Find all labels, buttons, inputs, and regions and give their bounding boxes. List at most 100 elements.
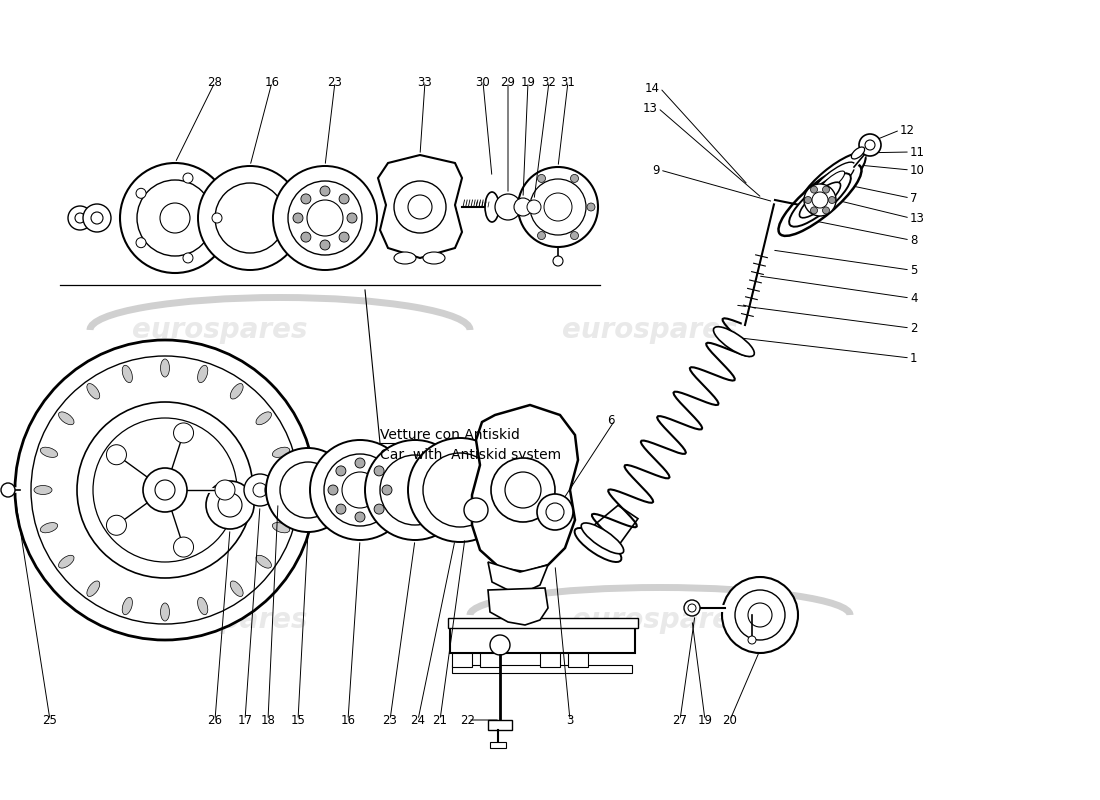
Text: 26: 26 bbox=[208, 714, 222, 726]
Circle shape bbox=[544, 193, 572, 221]
Circle shape bbox=[684, 600, 700, 616]
Text: 19: 19 bbox=[520, 75, 536, 89]
Circle shape bbox=[538, 231, 546, 239]
Circle shape bbox=[301, 232, 311, 242]
Circle shape bbox=[342, 472, 378, 508]
Circle shape bbox=[138, 180, 213, 256]
Text: 33: 33 bbox=[418, 75, 432, 89]
Ellipse shape bbox=[58, 555, 74, 568]
Circle shape bbox=[293, 213, 303, 223]
Circle shape bbox=[120, 163, 230, 273]
Text: 32: 32 bbox=[541, 75, 557, 89]
Circle shape bbox=[804, 197, 812, 203]
Circle shape bbox=[339, 232, 349, 242]
Circle shape bbox=[266, 448, 350, 532]
Circle shape bbox=[91, 212, 103, 224]
Polygon shape bbox=[488, 562, 548, 592]
Circle shape bbox=[374, 504, 384, 514]
Circle shape bbox=[155, 480, 175, 500]
Circle shape bbox=[408, 195, 432, 219]
Circle shape bbox=[307, 200, 343, 236]
Circle shape bbox=[15, 340, 315, 640]
Circle shape bbox=[77, 402, 253, 578]
Circle shape bbox=[495, 194, 521, 220]
Circle shape bbox=[722, 577, 798, 653]
Circle shape bbox=[828, 197, 836, 203]
Circle shape bbox=[320, 240, 330, 250]
Ellipse shape bbox=[122, 366, 132, 382]
Circle shape bbox=[865, 140, 874, 150]
Circle shape bbox=[355, 512, 365, 522]
Text: 11: 11 bbox=[910, 146, 925, 158]
Text: 25: 25 bbox=[43, 714, 57, 726]
Circle shape bbox=[355, 458, 365, 468]
Circle shape bbox=[288, 181, 362, 255]
Circle shape bbox=[75, 213, 85, 223]
Circle shape bbox=[537, 494, 573, 530]
Bar bbox=[452, 653, 472, 667]
Circle shape bbox=[464, 498, 488, 522]
Bar bbox=[568, 653, 588, 667]
Bar bbox=[490, 742, 506, 748]
Circle shape bbox=[328, 485, 338, 495]
Circle shape bbox=[107, 515, 126, 535]
Text: 23: 23 bbox=[328, 75, 342, 89]
Circle shape bbox=[374, 466, 384, 476]
Ellipse shape bbox=[198, 598, 208, 614]
Ellipse shape bbox=[256, 555, 272, 568]
Text: 23: 23 bbox=[383, 714, 397, 726]
Text: 3: 3 bbox=[566, 714, 574, 726]
Text: eurospares: eurospares bbox=[132, 606, 308, 634]
Circle shape bbox=[859, 134, 881, 156]
Circle shape bbox=[490, 635, 510, 655]
Text: 16: 16 bbox=[341, 714, 355, 726]
Text: Car  with  Antiskid system: Car with Antiskid system bbox=[379, 448, 561, 462]
Circle shape bbox=[82, 204, 111, 232]
Text: 7: 7 bbox=[910, 191, 917, 205]
Circle shape bbox=[527, 200, 541, 214]
Circle shape bbox=[748, 603, 772, 627]
Ellipse shape bbox=[851, 147, 865, 159]
Circle shape bbox=[514, 198, 532, 216]
Text: 12: 12 bbox=[900, 123, 915, 137]
Circle shape bbox=[688, 604, 696, 612]
Circle shape bbox=[812, 192, 828, 208]
Circle shape bbox=[273, 166, 377, 270]
Ellipse shape bbox=[34, 486, 52, 494]
Circle shape bbox=[183, 253, 192, 263]
Circle shape bbox=[1, 483, 15, 497]
Circle shape bbox=[521, 203, 529, 211]
Text: 28: 28 bbox=[208, 75, 222, 89]
Circle shape bbox=[324, 454, 396, 526]
Text: 4: 4 bbox=[910, 291, 917, 305]
Circle shape bbox=[538, 174, 546, 182]
Circle shape bbox=[183, 173, 192, 183]
Text: 2: 2 bbox=[910, 322, 917, 334]
Circle shape bbox=[530, 179, 586, 235]
Circle shape bbox=[811, 207, 817, 214]
Text: 19: 19 bbox=[697, 714, 713, 726]
Text: 30: 30 bbox=[475, 75, 491, 89]
Circle shape bbox=[571, 231, 579, 239]
Circle shape bbox=[394, 181, 446, 233]
Circle shape bbox=[823, 186, 829, 193]
Circle shape bbox=[160, 203, 190, 233]
Bar bbox=[480, 653, 501, 667]
Circle shape bbox=[336, 466, 345, 476]
Text: 14: 14 bbox=[645, 82, 660, 94]
Ellipse shape bbox=[230, 581, 243, 597]
Circle shape bbox=[31, 356, 299, 624]
Text: 31: 31 bbox=[561, 75, 575, 89]
Circle shape bbox=[546, 503, 564, 521]
Bar bbox=[452, 665, 632, 673]
Text: 29: 29 bbox=[500, 75, 516, 89]
Ellipse shape bbox=[581, 523, 624, 554]
Circle shape bbox=[379, 455, 450, 525]
Text: 6: 6 bbox=[607, 414, 615, 426]
Ellipse shape bbox=[789, 174, 851, 226]
Polygon shape bbox=[472, 405, 578, 572]
Text: 24: 24 bbox=[410, 714, 426, 726]
Text: 16: 16 bbox=[264, 75, 279, 89]
Circle shape bbox=[94, 418, 236, 562]
Ellipse shape bbox=[820, 171, 845, 193]
